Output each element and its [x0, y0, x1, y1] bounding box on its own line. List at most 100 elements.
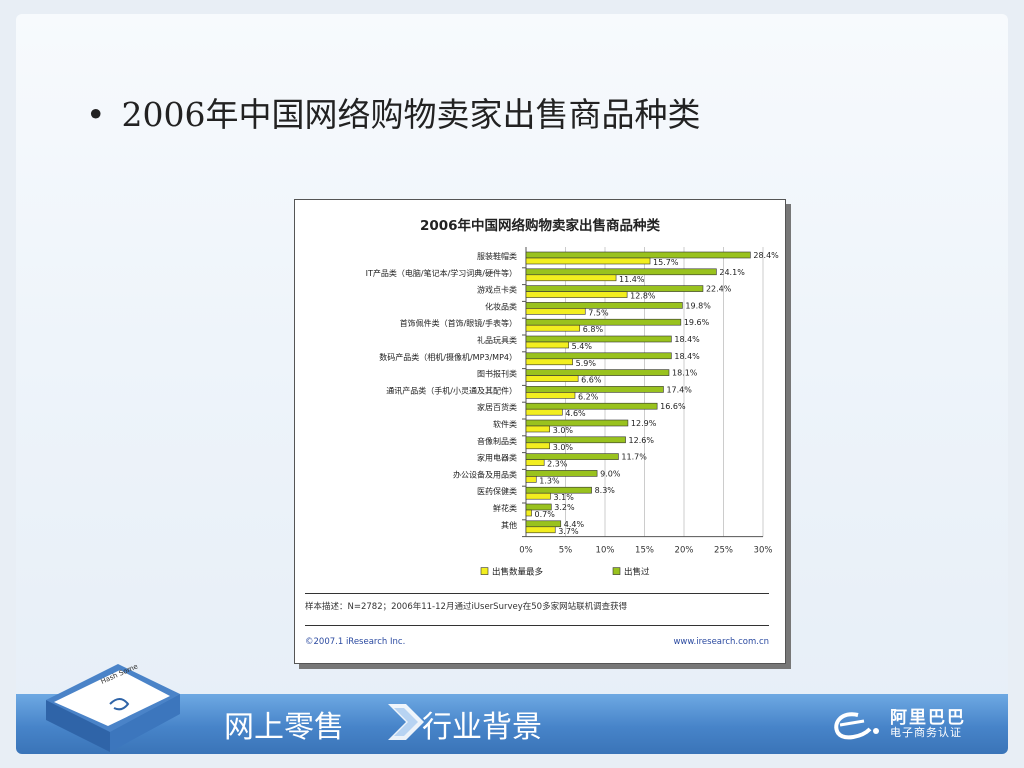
bar-sold: [525, 268, 717, 276]
data-label-most: 7.5%: [588, 308, 609, 317]
category-label: 家用电器类: [477, 453, 517, 463]
category-label: 礼品玩具类: [477, 335, 517, 345]
nav-topic-label: 行业背景: [422, 710, 542, 745]
bar-sold: [525, 386, 664, 393]
nav-section-label: 网上零售: [224, 710, 344, 745]
x-tick-label: 15%: [635, 546, 654, 556]
data-label-sold: 3.2%: [554, 503, 575, 512]
bullet-dot: •: [86, 95, 106, 134]
bar-chart: 0% 5% 10% 15% 20% 25% 30% 服装鞋帽类 28.4% 15.7% IT产品类（…: [366, 247, 779, 578]
bar-sold: [525, 520, 562, 528]
brand-wordmark: 阿里巴巴 电子商务认证: [890, 707, 966, 740]
data-label-most: 11.4%: [619, 275, 645, 284]
bar-most: [525, 291, 628, 298]
data-label-most: 12.8%: [630, 292, 656, 301]
bar-most: [525, 375, 579, 382]
data-label-sold: 12.6%: [629, 436, 655, 445]
chart-card: 2006年中国网络购物卖家出售商品种类 0% 5% 10% 15% 20% 25% 30% 服…: [294, 199, 786, 664]
bar-most: [525, 476, 537, 483]
bar-sold: [525, 453, 619, 460]
x-tick-label: 10%: [596, 546, 615, 556]
data-label-sold: 16.6%: [660, 402, 686, 411]
data-label-sold: 12.9%: [631, 419, 657, 428]
data-label-sold: 4.4%: [564, 520, 585, 529]
data-label-most: 2.3%: [547, 460, 568, 469]
data-label-most: 4.6%: [565, 409, 586, 418]
data-label-most: 3.0%: [553, 426, 574, 435]
x-tick-label: 5%: [559, 546, 573, 556]
data-label-sold: 22.4%: [706, 285, 732, 294]
bar-sold: [525, 369, 670, 376]
data-label-most: 3.0%: [553, 443, 574, 452]
slide-heading-text: 2006年中国网络购物卖家出售商品种类: [121, 95, 701, 134]
category-label: 化妆品类: [485, 301, 517, 311]
category-label: 游戏点卡类: [477, 285, 517, 295]
bar-most: [525, 341, 569, 349]
data-label-sold: 11.7%: [621, 453, 647, 462]
category-label: 图书报刊类: [477, 369, 517, 379]
data-label-sold: 28.4%: [753, 251, 779, 260]
bar-sold: [525, 402, 658, 410]
copyright-text: ©2007.1 iResearch Inc.: [305, 637, 406, 647]
bar-most: [525, 392, 576, 399]
bar-most: [525, 308, 586, 315]
legend-label: 出售过: [624, 567, 650, 578]
data-label-most: 6.6%: [581, 376, 602, 385]
category-label: 家居百货类: [477, 402, 517, 412]
category-label: IT产品类（电脑/笔记本/学习词典/硬件等）: [366, 268, 517, 278]
data-label-sold: 17.4%: [666, 385, 692, 394]
data-label-sold: 19.8%: [685, 301, 711, 310]
category-label: 鲜花类: [493, 503, 517, 513]
category-label: 办公设备及用品类: [453, 469, 517, 479]
data-label-most: 6.8%: [583, 325, 604, 334]
bar-most: [525, 274, 617, 282]
website-link[interactable]: www.iresearch.com.cn: [673, 637, 769, 647]
chart-title: 2006年中国网络购物卖家出售商品种类: [419, 218, 661, 234]
data-label-sold: 9.0%: [600, 469, 621, 478]
bar-sold: [525, 503, 552, 511]
bar-sold: [525, 251, 751, 259]
data-label-most: 5.9%: [576, 359, 597, 368]
bar-sold: [525, 285, 704, 292]
alibaba-e-logo-icon: [834, 712, 879, 740]
bar-sold: [525, 318, 682, 326]
data-label-sold: 24.1%: [719, 268, 745, 277]
bar-sold: [525, 436, 626, 444]
category-label: 通讯产品类（手机/小灵通及其配件）: [386, 385, 517, 395]
bar-sold: [525, 419, 629, 427]
category-label: 首饰佩件类（首饰/眼镜/手表等）: [400, 318, 517, 328]
category-label: 服装鞋帽类: [477, 251, 517, 261]
bottom-banner: 网上零售 行业背景: [16, 694, 1008, 754]
bar-most: [525, 492, 551, 500]
bar-most: [525, 459, 545, 466]
category-label: 软件类: [493, 419, 517, 429]
x-tick-label: 25%: [714, 546, 733, 556]
data-label-most: 6.2%: [578, 392, 599, 401]
chevron-right-icon: [388, 704, 424, 740]
bar-most: [525, 408, 563, 416]
category-label: 音像制品类: [477, 436, 517, 446]
slide-heading: • 2006年中国网络购物卖家出售商品种类: [86, 88, 700, 136]
data-label-sold: 18.4%: [674, 352, 700, 361]
x-tick-label: 30%: [754, 546, 773, 556]
book-icon: Hash Some: [46, 662, 180, 752]
bar-most: [525, 509, 532, 517]
data-label-sold: 8.3%: [595, 486, 616, 495]
legend-label: 出售数量最多: [492, 567, 544, 578]
bar-sold: [525, 302, 683, 309]
data-label-most: 3.1%: [553, 493, 574, 502]
chart-footnote: 样本描述：N=2782；2006年11-12月通过iUserSurvey在50多…: [305, 593, 769, 612]
data-label-most: 15.7%: [653, 258, 679, 267]
bar-most: [525, 257, 651, 265]
brand-name: 阿里巴巴: [890, 707, 966, 728]
data-label-sold: 19.6%: [684, 318, 710, 327]
bar-sold: [525, 470, 598, 477]
bar-most: [525, 526, 556, 534]
legend-swatch: [480, 567, 489, 575]
legend-swatch: [612, 567, 621, 575]
bar-sold: [525, 486, 592, 494]
brand-subtitle: 电子商务认证: [890, 726, 962, 740]
bar-sold: [525, 352, 672, 360]
data-label-most: 3.7%: [558, 527, 579, 536]
brand-logo: 阿里巴巴 电子商务认证: [828, 707, 966, 741]
